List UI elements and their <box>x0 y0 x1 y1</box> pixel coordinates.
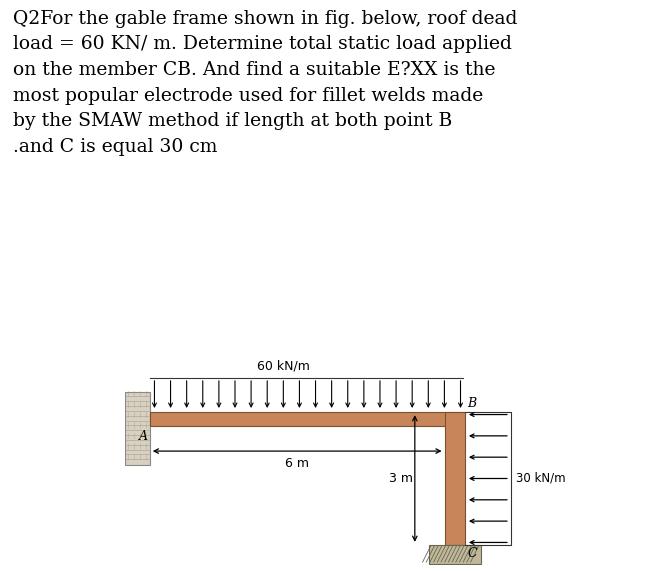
Text: 60 kN/m: 60 kN/m <box>257 360 310 372</box>
Bar <box>125 392 150 465</box>
Bar <box>150 412 463 426</box>
Text: A: A <box>139 429 148 443</box>
Bar <box>428 545 481 564</box>
Text: 30 kN/m: 30 kN/m <box>516 472 566 485</box>
Text: Q2For the gable frame shown in fig. below, roof dead
load = 60 KN/ m. Determine : Q2For the gable frame shown in fig. belo… <box>13 10 517 156</box>
Text: B: B <box>468 397 477 411</box>
Bar <box>445 412 465 545</box>
Text: 6 m: 6 m <box>285 457 309 469</box>
Text: C: C <box>468 546 477 560</box>
Text: 3 m: 3 m <box>388 472 413 485</box>
